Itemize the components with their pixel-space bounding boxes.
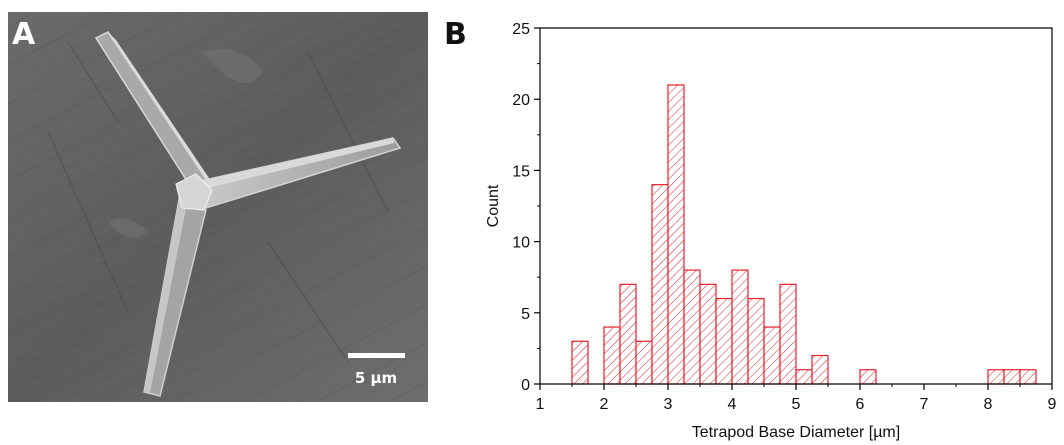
sem-micrograph-panel: A 5 µm [8,12,428,402]
y-axis-label: Count [485,184,502,227]
histogram-bar [1003,369,1021,385]
x-tick-label: 7 [920,396,929,413]
histogram-bar [779,283,797,385]
y-tick-label: 5 [521,306,530,323]
histogram-bar [571,340,589,385]
x-tick-label: 4 [728,396,737,413]
histogram-bar [651,184,669,385]
histogram-bar [683,269,701,385]
histogram-bar [747,297,765,385]
x-tick-label: 2 [600,396,609,413]
tetrapod-arm-bottom-facet [144,194,188,393]
histogram-bar [699,283,717,385]
scale-bar-label: 5 µm [355,369,397,387]
histogram-bar [859,369,877,385]
substrate-scratch [47,41,389,363]
y-tick-label: 15 [512,163,530,180]
tetrapod-arm-top-facet [108,32,213,184]
histogram-bar [763,326,781,385]
x-axis-label: Tetrapod Base Diameter [µm] [692,424,900,441]
tetrapod-core [175,173,213,211]
substrate-texture [8,12,428,402]
histogram-panel: B 0 5 10 15 20 25 1 2 3 4 5 6 7 8 9 Tetrapod Base Dia… [444,17,1057,441]
histogram-bar [731,269,749,385]
histogram-bar [603,326,621,385]
histogram-bar [811,354,829,385]
x-tick-label: 9 [1048,396,1057,413]
histogram-bar [795,369,813,385]
histogram-bar [715,297,733,385]
x-axis: 1 2 3 4 5 6 7 8 9 [536,384,1057,413]
histogram-bar [619,283,637,385]
x-tick-label: 6 [856,396,865,413]
substrate-debris [108,49,263,238]
y-tick-label: 25 [512,21,530,38]
scale-bar [348,353,405,358]
x-tick-label: 3 [664,396,673,413]
histogram-bars [571,84,1037,385]
panel-b-letter: B [444,17,467,52]
y-tick-label: 0 [521,377,530,394]
y-tick-label: 20 [512,92,530,109]
histogram-bar [635,340,653,385]
panel-a-letter: A [12,17,36,52]
y-axis: 0 5 10 15 20 25 [512,21,540,394]
histogram-bar [667,84,685,385]
histogram-bar [987,369,1005,385]
tetrapod-arm-right-facet [196,138,394,190]
y-tick-label: 10 [512,235,530,252]
x-tick-label: 5 [792,396,801,413]
x-tick-label: 1 [536,396,545,413]
histogram-bar [1019,369,1037,385]
x-tick-label: 8 [984,396,993,413]
